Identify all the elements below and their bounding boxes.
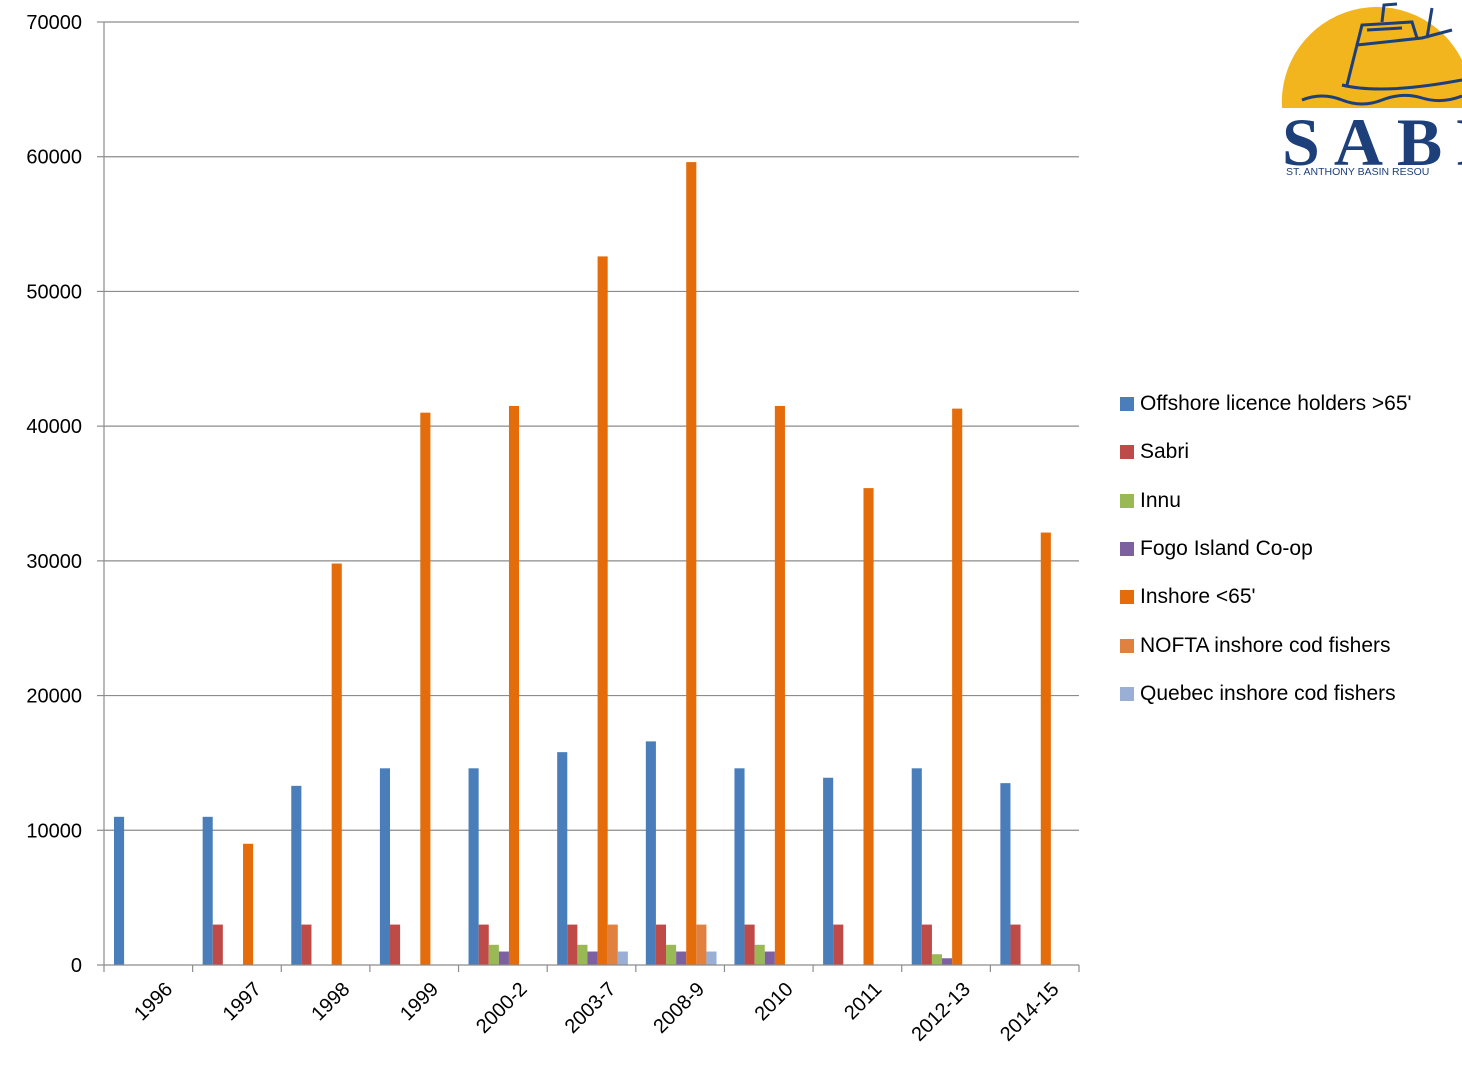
y-tick-label: 60000: [26, 147, 82, 169]
x-tick-label: 1997: [219, 978, 266, 1025]
legend-item: Offshore licence holders >65': [1120, 380, 1412, 428]
logo-ship: [1301, 2, 1462, 106]
legend-swatch: [1120, 493, 1134, 508]
bar: [931, 954, 943, 965]
bar: [764, 951, 775, 965]
legend-swatch: [1120, 686, 1134, 701]
bar: [754, 944, 765, 965]
bar: [567, 924, 578, 965]
bar: [734, 768, 745, 965]
legend-label: Sabri: [1140, 440, 1190, 464]
bar: [587, 951, 598, 965]
bar: [696, 924, 707, 965]
bar: [212, 924, 223, 965]
bar: [597, 256, 608, 966]
legend-swatch: [1120, 445, 1134, 460]
bar: [331, 563, 342, 965]
legend-label: NOFTA inshore cod fishers: [1140, 633, 1391, 657]
bar: [577, 944, 588, 965]
y-tick-label: 70000: [26, 12, 82, 34]
legend-item: Fogo Island Co-op: [1120, 525, 1412, 573]
bar: [478, 924, 489, 965]
bar: [557, 752, 568, 965]
y-tick-label: 50000: [26, 281, 82, 303]
legend: Offshore licence holders >65' Sabri Innu Fo…: [1120, 380, 1412, 718]
bar: [942, 958, 953, 965]
x-tick-label: 1998: [307, 978, 354, 1025]
logo-subtitle: ST. ANTHONY BASIN RESOU: [1286, 166, 1430, 178]
legend-item: NOFTA inshore cod fishers: [1120, 621, 1412, 669]
legend-swatch: [1120, 590, 1134, 605]
logo-wordmark: SABR: [1282, 104, 1462, 180]
gridlines: [104, 21, 1079, 831]
legend-label: Innu: [1140, 488, 1181, 512]
legend-item: Inshore <65': [1120, 573, 1412, 621]
y-tick-labels: 0 10000 20000 30000 40000 50000 60000 70000: [26, 12, 82, 977]
bar: [1010, 924, 1021, 965]
bar: [488, 944, 499, 965]
bar: [655, 924, 667, 965]
y-tick-label: 20000: [26, 686, 82, 708]
bar: [921, 924, 932, 965]
x-tick-label: 2012-13: [907, 978, 974, 1045]
bar: [863, 488, 874, 965]
x-tick-label: 2008-9: [649, 978, 709, 1038]
bars: [114, 162, 1051, 966]
bar: [686, 162, 697, 966]
bar: [744, 924, 755, 965]
bar: [774, 405, 785, 966]
bar: [607, 924, 618, 965]
y-tick-label: 10000: [26, 820, 82, 842]
bar: [952, 408, 963, 965]
x-tick-label: 2014-15: [996, 978, 1063, 1045]
legend-swatch: [1120, 638, 1134, 653]
bar: [468, 768, 479, 965]
bar: [390, 924, 401, 965]
x-tick-label: 2003-7: [561, 978, 621, 1038]
axes: [97, 21, 1080, 972]
bar: [1000, 783, 1011, 965]
bar: [823, 777, 834, 965]
bar: [1040, 532, 1051, 965]
y-tick-label: 30000: [26, 551, 82, 573]
bar: [243, 843, 254, 965]
legend-item: Quebec inshore cod fishers: [1120, 670, 1412, 718]
bar: [911, 768, 922, 965]
bar: [291, 785, 302, 965]
legend-label: Fogo Island Co-op: [1140, 537, 1313, 561]
legend-item: Innu: [1120, 477, 1412, 525]
legend-label: Quebec inshore cod fishers: [1140, 681, 1396, 705]
bar: [114, 816, 125, 965]
bar: [498, 951, 509, 965]
x-tick-label: 2010: [751, 978, 798, 1025]
bar: [301, 924, 312, 965]
sabri-logo: SABR ST. ANTHONY BASIN RESOU: [1262, 0, 1462, 185]
logo-sun: [1281, 7, 1462, 109]
x-tick-labels: 1996 1997 1998 1999 2000-2 2003-7 2008-9 2010 20…: [130, 978, 1063, 1045]
ship-icon: [1281, 2, 1462, 109]
legend-label: Inshore <65': [1140, 585, 1256, 609]
legend-item: Sabri: [1120, 428, 1412, 476]
bar: [202, 816, 213, 965]
x-tick-label: 2011: [840, 978, 886, 1024]
legend-swatch: [1120, 542, 1134, 557]
x-tick-label: 1996: [130, 978, 177, 1025]
bar: [617, 951, 628, 965]
bar: [420, 412, 431, 966]
y-tick-label: 40000: [26, 416, 82, 438]
y-tick-label: 0: [71, 955, 82, 977]
bar: [833, 924, 844, 965]
x-tick-label: 1999: [396, 978, 443, 1025]
bar: [379, 768, 391, 965]
bar: [508, 405, 520, 966]
bar: [666, 944, 677, 965]
bar: [706, 951, 717, 965]
bar: [645, 741, 656, 965]
legend-swatch: [1120, 397, 1134, 412]
legend-label: Offshore licence holders >65': [1140, 392, 1412, 416]
bar: [676, 951, 687, 965]
x-tick-label: 2000-2: [472, 978, 532, 1038]
